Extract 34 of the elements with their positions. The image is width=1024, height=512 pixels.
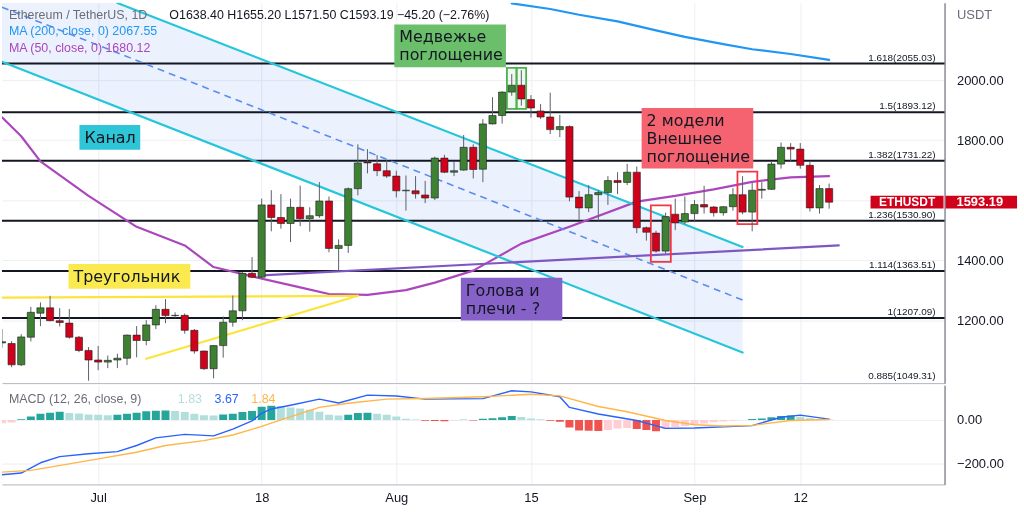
x-tick-label: 12 <box>793 489 808 505</box>
text: MA (200, close, 0) 2067.55 <box>8 24 158 39</box>
chart-subtitle: O1638.40 H1655.20 L1571.50 C1593.19 −45.20 (−2.76%) <box>169 7 490 22</box>
series-label: 3.67 <box>214 391 239 406</box>
y-axis-title: USDT <box>956 7 993 23</box>
ref-line-label: 1.618(2055.03) <box>868 51 936 63</box>
annotation: Канал <box>84 127 136 147</box>
text: MA (50, close, 0) 1680.12 <box>8 41 151 56</box>
y-tick-label: 2000.00 <box>956 72 1004 88</box>
x-tick-label: Sep <box>683 489 707 505</box>
annotation: Медвежье поглощение <box>399 27 503 65</box>
series-label: 1.83 <box>177 391 203 406</box>
ref-line-label: 1.5(1893.12) <box>879 100 936 112</box>
annotation: 2 модели Внешнее поглощение <box>646 110 751 166</box>
ref-line-label: 1(1207.09) <box>887 306 936 318</box>
ref-line-label: ETHUSDT <box>878 195 936 210</box>
x-tick-label: 15 <box>524 489 539 505</box>
y-tick-label: 1800.00 <box>956 132 1004 148</box>
annotation: 0.885(1049.31) <box>868 370 936 382</box>
x-tick-label: Aug <box>385 489 409 505</box>
y-tick-label: −200.00 <box>956 456 1004 472</box>
annotation: Голова и плечи - ? <box>465 280 541 318</box>
x-tick-label: Jul <box>90 489 107 505</box>
series-label: 1.84 <box>251 391 276 406</box>
ref-line-label: 1.382(1731.22) <box>868 148 936 160</box>
legend-title: MACD (12, 26, close, 9) <box>8 391 142 406</box>
ref-line-label: 1.114(1363.51) <box>869 259 936 271</box>
y-tick-label: 1593.19 <box>956 194 1004 210</box>
annotation: Треугольник <box>72 266 181 286</box>
y-tick-label: 1400.00 <box>956 252 1004 268</box>
y-tick-label: 0.00 <box>956 412 983 428</box>
x-tick-label: 18 <box>254 489 270 505</box>
y-tick-label: 1200.00 <box>956 312 1004 328</box>
ref-line-label: 1.236(1530.90) <box>868 208 936 220</box>
